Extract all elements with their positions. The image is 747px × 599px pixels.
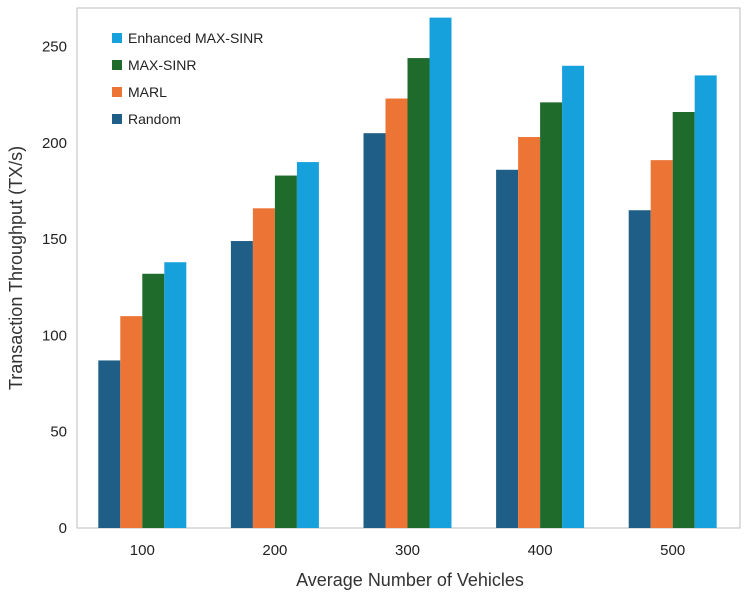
x-tick-label: 400: [528, 542, 553, 559]
legend-label: MAX-SINR: [128, 57, 196, 73]
bar-marl-500: [650, 160, 673, 529]
bar-max-sinr-500: [672, 112, 695, 528]
y-tick-label: 0: [59, 520, 67, 537]
bar-enhanced-max-sinr-500: [694, 75, 717, 528]
legend-label: Random: [128, 111, 181, 127]
legend-label: Enhanced MAX-SINR: [128, 30, 263, 46]
legend: Enhanced MAX-SINR MAX-SINR MARL Random: [112, 30, 263, 127]
legend-swatch-enhanced-max-sinr: [112, 33, 122, 43]
y-tick-label: 250: [42, 39, 67, 56]
y-axis-ticks: 0 50 100 150 200 250: [42, 39, 67, 537]
y-tick-label: 50: [50, 424, 67, 441]
legend-swatch-max-sinr: [112, 60, 122, 70]
bar-max-sinr-200: [274, 175, 297, 529]
bar-marl-400: [518, 137, 541, 528]
bar-random-400: [496, 169, 519, 528]
bar-random-300: [363, 133, 386, 528]
bar-enhanced-max-sinr-300: [429, 17, 452, 528]
bar-enhanced-max-sinr-400: [562, 65, 585, 529]
bar-enhanced-max-sinr-100: [164, 262, 187, 528]
bar-marl-300: [385, 98, 408, 528]
bar-marl-200: [252, 208, 275, 528]
legend-label: MARL: [128, 84, 167, 100]
bar-marl-100: [120, 316, 143, 528]
x-axis-title: Average Number of Vehicles: [296, 570, 524, 590]
bar-max-sinr-300: [407, 58, 430, 529]
x-tick-label: 100: [130, 542, 155, 559]
legend-swatch-random: [112, 114, 122, 124]
x-tick-label: 200: [262, 542, 287, 559]
bar-enhanced-max-sinr-200: [296, 162, 319, 528]
bar-random-100: [98, 360, 121, 528]
legend-swatch-marl: [112, 87, 122, 97]
bar-random-200: [230, 241, 253, 528]
y-tick-label: 150: [42, 231, 67, 248]
bar-max-sinr-100: [142, 273, 165, 528]
x-tick-label: 300: [395, 542, 420, 559]
x-axis-ticks: 100 200 300 400 500: [130, 542, 685, 559]
y-axis-title: Transaction Throughput (TX/s): [6, 146, 26, 390]
bar-max-sinr-400: [540, 102, 563, 529]
y-tick-label: 100: [42, 327, 67, 344]
bar-random-500: [628, 210, 651, 528]
y-tick-label: 200: [42, 135, 67, 152]
x-tick-label: 500: [660, 542, 685, 559]
bars-group: [98, 17, 717, 529]
